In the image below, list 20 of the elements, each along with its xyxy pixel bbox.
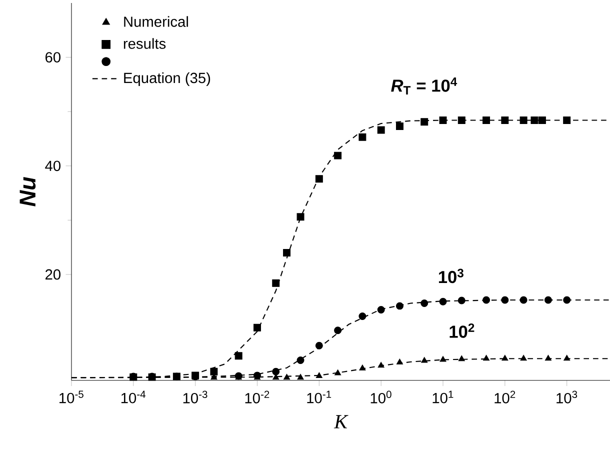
x-tick-label: 10$^{-3}$ xyxy=(183,390,208,404)
y-tick-label: 60 xyxy=(46,52,60,62)
legend-label: results xyxy=(124,38,166,49)
y-axis-title: Nu xyxy=(20,176,36,206)
y-tick-label: 20 xyxy=(45,269,60,280)
x-tick-label: 10$^{3}$ xyxy=(556,390,578,404)
x-tick-label: 10$^{1}$ xyxy=(432,390,454,404)
x-tick-label: 10$^{0}$ xyxy=(370,390,392,404)
annotation: 10$^{2}$ xyxy=(450,323,474,338)
annotation: 10$^{3}$ xyxy=(438,268,464,284)
x-axis-title: K xyxy=(334,415,348,428)
y-tick-label: 40 xyxy=(45,160,60,172)
x-tick-label: 10$^{-2}$ xyxy=(245,390,270,404)
legend-label: Numerical xyxy=(124,16,188,27)
x-tick-label: 10$^{-5}$ xyxy=(60,390,84,404)
x-tick-label: 10$^{-4}$ xyxy=(121,390,146,404)
annotation: R$_{T}$ = 10$^{4}$ xyxy=(391,78,458,95)
x-tick-label: 10$^{-1}$ xyxy=(307,390,332,404)
x-tick-label: 10$^{2}$ xyxy=(494,390,516,404)
legend-label: Equation (35) xyxy=(124,72,210,86)
